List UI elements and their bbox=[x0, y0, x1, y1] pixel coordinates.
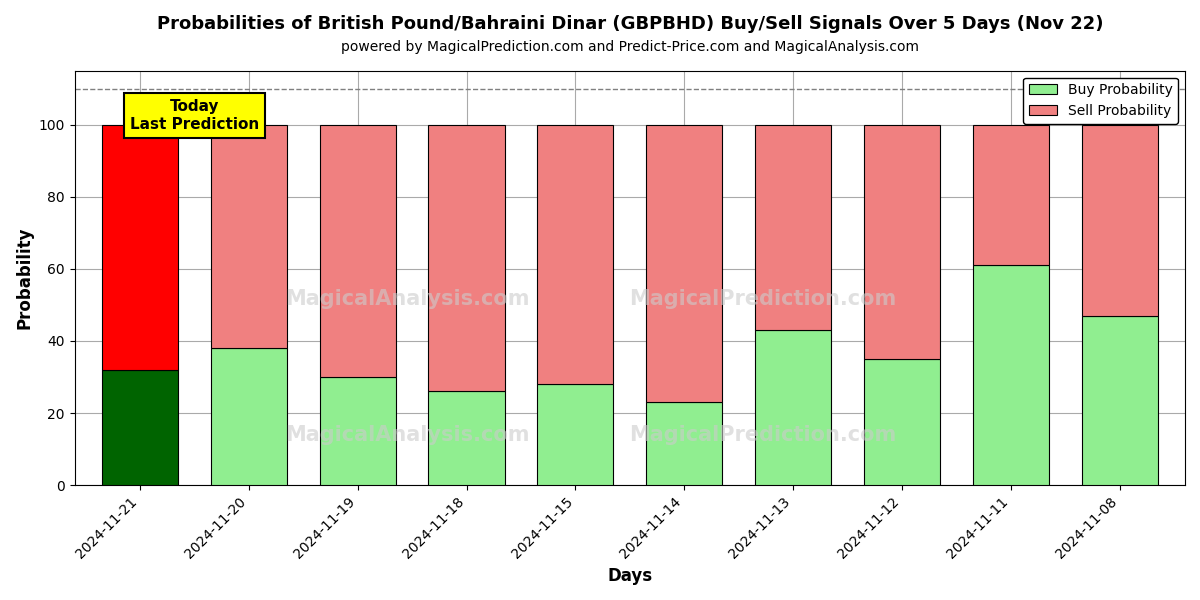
Bar bbox=[755, 125, 832, 330]
Bar bbox=[646, 125, 722, 402]
Bar bbox=[428, 125, 505, 391]
Text: powered by MagicalPrediction.com and Predict-Price.com and MagicalAnalysis.com: powered by MagicalPrediction.com and Pre… bbox=[341, 40, 919, 54]
Bar bbox=[1081, 316, 1158, 485]
Bar bbox=[102, 370, 178, 485]
Text: MagicalAnalysis.com: MagicalAnalysis.com bbox=[286, 289, 530, 308]
Bar bbox=[211, 125, 287, 348]
Bar bbox=[211, 348, 287, 485]
Bar bbox=[1081, 125, 1158, 316]
Bar bbox=[646, 402, 722, 485]
Bar bbox=[102, 125, 178, 370]
Bar bbox=[864, 125, 940, 359]
Bar bbox=[428, 391, 505, 485]
Bar bbox=[864, 359, 940, 485]
Title: Probabilities of British Pound/Bahraini Dinar (GBPBHD) Buy/Sell Signals Over 5 D: Probabilities of British Pound/Bahraini … bbox=[156, 15, 1103, 33]
Text: MagicalAnalysis.com: MagicalAnalysis.com bbox=[286, 425, 530, 445]
Bar bbox=[973, 265, 1049, 485]
Bar bbox=[319, 377, 396, 485]
Text: MagicalPrediction.com: MagicalPrediction.com bbox=[630, 289, 896, 308]
Text: MagicalPrediction.com: MagicalPrediction.com bbox=[630, 425, 896, 445]
Bar bbox=[538, 125, 613, 384]
Bar bbox=[319, 125, 396, 377]
Text: Today
Last Prediction: Today Last Prediction bbox=[130, 100, 259, 132]
Y-axis label: Probability: Probability bbox=[16, 227, 34, 329]
Bar bbox=[755, 330, 832, 485]
Legend: Buy Probability, Sell Probability: Buy Probability, Sell Probability bbox=[1024, 77, 1178, 124]
Bar bbox=[973, 125, 1049, 265]
X-axis label: Days: Days bbox=[607, 567, 653, 585]
Bar bbox=[538, 384, 613, 485]
